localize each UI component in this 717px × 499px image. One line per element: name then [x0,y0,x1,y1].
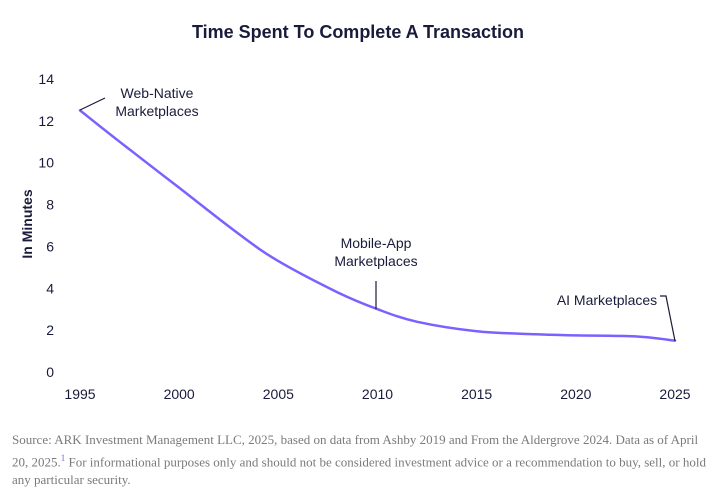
source-note: Source: ARK Investment Management LLC, 2… [12,431,712,489]
footnote-marker: 1 [60,453,66,463]
y-axis: 0 2 4 6 8 10 12 14 [38,71,54,380]
annotation-label: Web-Native [121,85,194,101]
line-chart: Time Spent To Complete A Transaction In … [19,22,691,402]
annotation-leader-line [660,295,676,342]
x-tick-label: 2000 [164,386,195,402]
annotation-label: Marketplaces [115,103,198,119]
y-tick-label: 0 [46,364,54,380]
disclaimer-text: For informational purposes only and shou… [12,454,706,488]
x-tick-label: 2015 [461,386,492,402]
y-tick-label: 2 [46,322,54,338]
y-tick-label: 8 [46,197,54,213]
source-text: Source: ARK Investment Management LLC, 2… [12,432,699,470]
y-axis-label: In Minutes [19,189,35,258]
y-tick-label: 14 [38,71,54,87]
y-tick-label: 4 [46,280,54,296]
x-tick-label: 1995 [64,386,95,402]
x-axis: 1995 2000 2005 2010 2015 2020 2025 [64,386,690,402]
x-tick-label: 2025 [659,386,690,402]
y-tick-label: 6 [46,238,54,254]
annotation-label: Marketplaces [334,253,417,269]
x-tick-label: 2005 [263,386,294,402]
y-tick-label: 12 [38,113,54,129]
annotation-label: AI Marketplaces [557,292,657,308]
annotations: Web-Native Marketplaces Mobile-App Marketpl… [79,85,676,342]
annotation-leader-line [79,97,106,111]
y-tick-label: 10 [38,155,54,171]
x-tick-label: 2010 [362,386,393,402]
annotation-label: Mobile-App [341,235,412,251]
series-group [78,109,677,342]
x-tick-label: 2020 [560,386,591,402]
series-line [78,109,677,342]
chart-title: Time Spent To Complete A Transaction [192,22,524,42]
